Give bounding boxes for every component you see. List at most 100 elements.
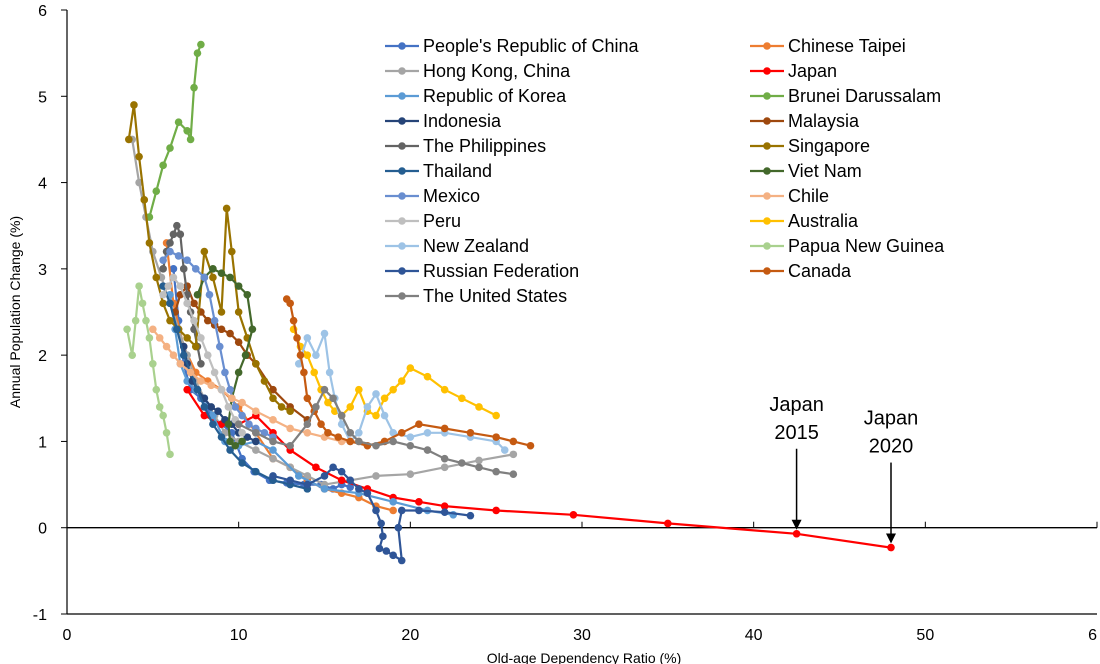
data-point xyxy=(406,433,415,441)
data-point xyxy=(329,394,337,403)
data-point xyxy=(355,485,363,493)
data-point xyxy=(372,441,380,450)
data-point xyxy=(310,368,319,377)
data-point xyxy=(415,506,423,515)
data-point xyxy=(179,265,188,273)
data-point xyxy=(320,385,329,394)
data-point xyxy=(243,290,252,299)
data-point xyxy=(135,152,143,161)
data-point xyxy=(123,325,131,334)
data-point xyxy=(245,420,253,428)
y-tick-label: 3 xyxy=(38,262,47,279)
data-point xyxy=(222,204,231,213)
data-point xyxy=(159,265,167,273)
data-point xyxy=(440,463,449,472)
data-point xyxy=(166,239,174,247)
y-tick-label: 0 xyxy=(38,521,47,538)
data-point xyxy=(197,377,205,385)
legend-item: Japan xyxy=(750,61,837,81)
legend-swatch-marker xyxy=(398,117,406,125)
data-point xyxy=(355,385,363,394)
chart-legend: People's Republic of China Chinese Taipei… xyxy=(385,36,945,306)
legend-label: New Zealand xyxy=(423,236,529,256)
data-point xyxy=(228,247,236,256)
chart-axes: -1 0 1 2 3 4 5 6 0 10 20 30 40 50 6 xyxy=(33,3,1098,644)
data-point xyxy=(224,403,233,411)
data-point xyxy=(197,359,205,368)
legend-label: Singapore xyxy=(788,136,870,156)
data-point xyxy=(186,135,195,144)
legend-item: Thailand xyxy=(385,161,492,181)
data-point xyxy=(312,403,320,411)
legend-label: Chile xyxy=(788,186,829,206)
legend-label: Chinese Taipei xyxy=(788,36,906,56)
legend-label: Mexico xyxy=(423,186,480,206)
legend-item: Malaysia xyxy=(750,111,860,131)
legend-swatch-marker xyxy=(763,217,771,225)
data-point xyxy=(248,325,257,334)
data-point xyxy=(209,420,217,428)
data-point xyxy=(293,334,301,342)
legend-swatch-marker xyxy=(398,92,406,100)
data-point xyxy=(377,519,385,528)
data-point xyxy=(423,446,432,454)
data-point xyxy=(303,429,312,437)
data-point xyxy=(252,359,260,368)
legend-swatch-marker xyxy=(398,192,406,200)
data-point xyxy=(887,543,895,552)
legend-swatch-marker xyxy=(398,42,406,50)
data-point xyxy=(252,407,260,416)
data-point xyxy=(197,334,205,342)
data-point xyxy=(440,424,449,433)
data-point xyxy=(162,342,171,351)
data-point xyxy=(509,450,518,459)
data-point xyxy=(166,299,174,308)
data-point xyxy=(269,416,277,424)
legend-item: Canada xyxy=(750,261,852,281)
x-axis-label: Old-age Dependency Ratio (%) xyxy=(487,650,682,664)
data-point xyxy=(355,429,363,437)
data-point xyxy=(286,424,294,433)
series-brunei-darussalam xyxy=(145,40,205,221)
data-point xyxy=(159,161,167,170)
legend-label: Australia xyxy=(788,211,859,231)
legend-label: Papua New Guinea xyxy=(788,236,945,256)
data-point xyxy=(346,437,355,446)
data-point xyxy=(406,364,415,372)
data-point xyxy=(389,551,397,560)
data-point xyxy=(296,351,305,359)
data-point xyxy=(337,411,346,420)
data-point xyxy=(337,467,346,476)
data-point xyxy=(440,385,449,394)
data-point xyxy=(664,519,672,528)
legend-swatch-marker xyxy=(398,267,406,275)
data-point xyxy=(303,334,312,342)
data-point xyxy=(475,463,483,472)
data-point xyxy=(286,407,294,416)
data-point xyxy=(303,394,312,403)
legend-item: The Philippines xyxy=(385,136,546,156)
data-point xyxy=(312,351,320,359)
data-point xyxy=(183,385,191,394)
data-point xyxy=(193,49,202,57)
series-line xyxy=(292,328,497,417)
data-point xyxy=(169,273,178,282)
data-point xyxy=(372,390,380,398)
data-point xyxy=(334,433,343,441)
legend-item: Republic of Korea xyxy=(385,86,567,106)
legend-label: The United States xyxy=(423,286,567,306)
data-point xyxy=(269,394,277,403)
data-point xyxy=(193,290,202,299)
data-point xyxy=(269,437,277,446)
data-point xyxy=(238,459,246,467)
data-point xyxy=(176,282,185,290)
data-point xyxy=(329,463,337,472)
legend-swatch-marker xyxy=(763,67,771,75)
data-point xyxy=(149,325,157,334)
data-point xyxy=(526,441,535,450)
data-point xyxy=(159,299,167,308)
data-point xyxy=(303,351,312,359)
data-point xyxy=(183,299,191,308)
data-point xyxy=(234,368,243,377)
data-point xyxy=(382,547,391,555)
